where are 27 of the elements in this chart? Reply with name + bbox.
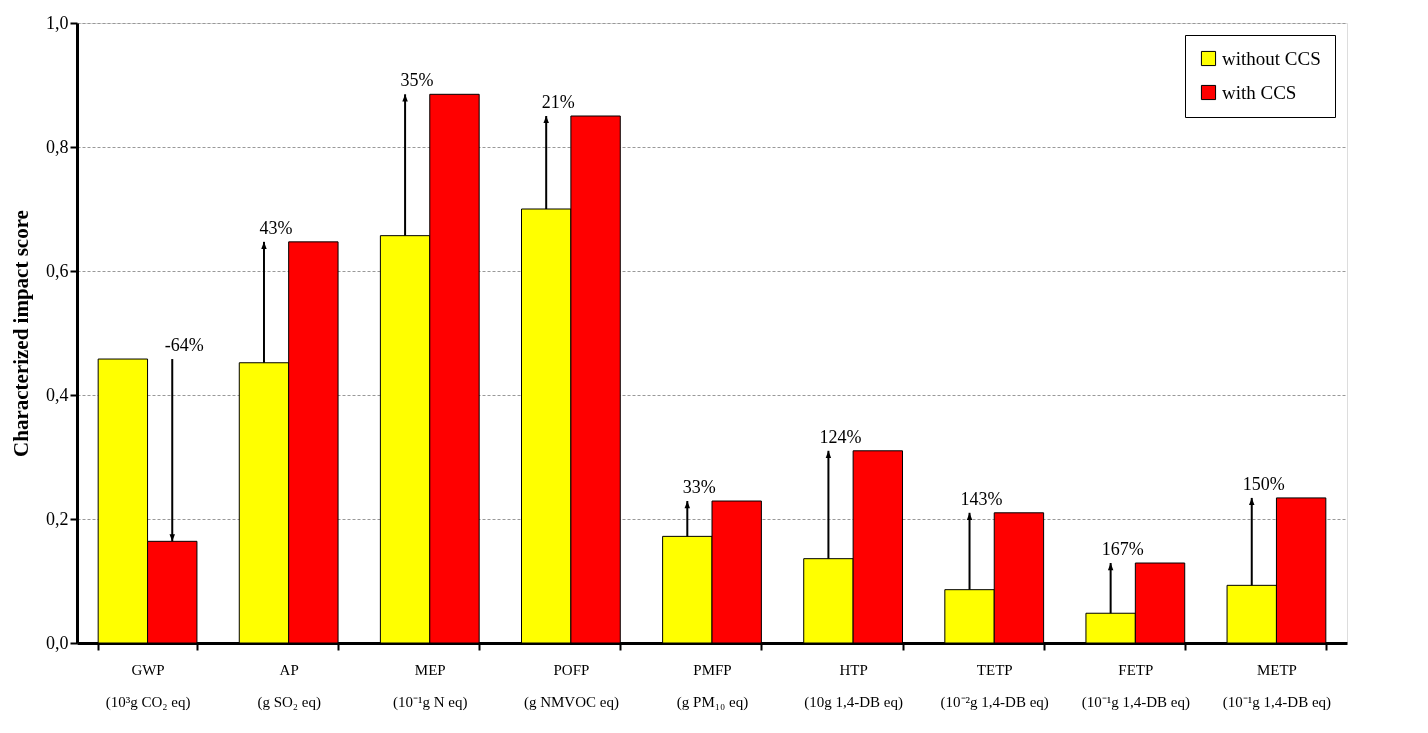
y-tick-label: 0,2 (46, 508, 69, 529)
x-tick-label: MEP (10⁻¹g N eq) (393, 661, 468, 711)
x-tick-label: GWP (10³g CO₂ eq) (105, 661, 191, 711)
x-tick-label: PMFP (g PM₁₀ eq) (676, 661, 749, 711)
annotation: 150% (1242, 473, 1285, 494)
y-tick-label: 1,0 (46, 12, 69, 33)
x-tick-label: AP (g SO₂ eq) (257, 661, 321, 711)
y-tick-label: 0,4 (46, 384, 69, 405)
y-tick-label: 0,0 (46, 632, 69, 653)
annotation: 21% (541, 92, 575, 112)
y-tick-label: 0,8 (46, 136, 69, 157)
x-tick-label: POFP (g NMVOC eq) (523, 661, 619, 711)
annotation: -64% (164, 335, 204, 356)
y-tick-label: 0,6 (46, 260, 69, 281)
x-tick-label: FETP (10⁻¹g 1,4-DB eq) (1081, 661, 1190, 711)
legend-label: without CCS (1222, 47, 1321, 69)
x-tick-label: TETP (10⁻²g 1,4-DB eq) (940, 661, 1049, 711)
legend-label: with CCS (1222, 81, 1297, 103)
x-tick-label: METP (10⁻¹g 1,4-DB eq) (1222, 661, 1332, 711)
annotation: 43% (259, 217, 293, 238)
annotation: 124% (819, 426, 862, 447)
annotation: 167% (1101, 539, 1144, 560)
annotation: 143% (960, 488, 1003, 509)
annotation: 35% (400, 70, 434, 91)
annotation: 33% (682, 477, 716, 498)
y-axis-title: Characterized impact score (9, 210, 33, 457)
x-tick-label: HTP (10g 1,4-DB eq) (804, 661, 903, 711)
